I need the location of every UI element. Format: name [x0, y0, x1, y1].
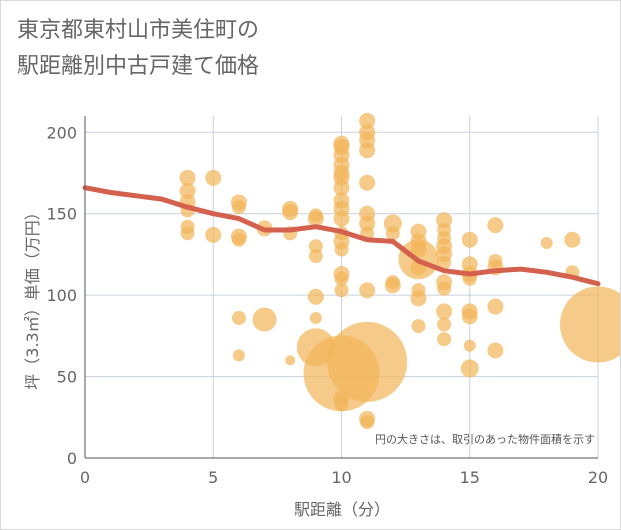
bubble-point	[487, 298, 504, 315]
bubble-point	[359, 215, 376, 232]
bubble-point	[385, 226, 400, 241]
bubble-point	[282, 204, 299, 221]
bubble-point	[463, 339, 476, 352]
bubble-point	[359, 174, 376, 191]
bubble-point	[333, 210, 350, 227]
x-tick-label: 5	[208, 468, 218, 487]
bubble-point	[437, 317, 452, 332]
bubble-point	[334, 283, 349, 298]
bubble-point	[327, 321, 408, 402]
bubble-point	[436, 212, 453, 229]
chart-title-line-2: 駅距離別中古戸建て価格	[17, 54, 260, 79]
bubble-point	[180, 226, 195, 241]
y-axis-label: 坪（3.3㎡）単価（万円）	[23, 204, 42, 389]
bubble-point	[285, 355, 296, 366]
bubble-point	[461, 308, 478, 325]
bubble-point	[360, 415, 375, 430]
bubble-point	[560, 286, 620, 363]
trend-line	[82, 185, 601, 287]
bubble-point	[437, 332, 452, 347]
y-tick-label: 200	[46, 123, 77, 142]
bubble-point	[307, 210, 324, 227]
bubble-point	[437, 255, 452, 270]
x-tick-label: 20	[588, 468, 608, 487]
bubble-point	[252, 307, 277, 332]
x-tick-label: 0	[80, 468, 90, 487]
bubble-point	[437, 281, 452, 296]
bubble-point	[334, 397, 349, 412]
bubble-point	[231, 200, 246, 215]
bubble-point	[231, 232, 246, 247]
bubble-point	[308, 249, 323, 264]
bubble-point	[384, 277, 401, 294]
y-tick-label: 100	[46, 286, 77, 305]
bubble-point	[334, 242, 349, 257]
bubble-point	[179, 169, 196, 186]
bubble-point	[334, 271, 349, 286]
bubble-point	[359, 142, 376, 159]
bubble-point	[179, 182, 196, 199]
bubble-point	[205, 169, 222, 186]
bubble-point	[540, 237, 553, 250]
bubble-point	[411, 319, 426, 334]
bubble-point	[308, 239, 323, 254]
bubble-point	[232, 349, 245, 362]
trend-line-layer	[82, 185, 601, 287]
bubble-point	[309, 311, 322, 324]
x-tick-label: 15	[460, 468, 480, 487]
bubble-point	[564, 231, 581, 248]
x-axis-label: 駅距離（分）	[294, 500, 390, 519]
bubble-point	[461, 231, 478, 248]
bubble-point	[307, 288, 324, 305]
bubble-point	[359, 282, 376, 299]
y-tick-label: 150	[46, 205, 77, 224]
chart-title-line-1: 東京都東村山市美住町の	[17, 18, 260, 43]
bubble-point	[410, 290, 427, 307]
y-tick-label: 0	[67, 449, 77, 468]
bubble-point	[231, 310, 246, 325]
y-tick-label: 50	[57, 368, 77, 387]
bubble-point	[460, 359, 479, 378]
chart-title: 東京都東村山市美住町の 駅距離別中古戸建て価格	[17, 13, 259, 85]
bubbles	[179, 112, 620, 430]
bubble-point	[359, 112, 376, 129]
bubble-point	[205, 226, 222, 243]
bubble-point	[487, 217, 504, 234]
size-annotation: 円の大きさは、取引のあった物件面積を示す	[375, 432, 595, 446]
bubble-point	[487, 342, 504, 359]
x-tick-label: 10	[331, 468, 351, 487]
bubble-point	[333, 179, 350, 196]
bubble-point	[436, 303, 453, 320]
